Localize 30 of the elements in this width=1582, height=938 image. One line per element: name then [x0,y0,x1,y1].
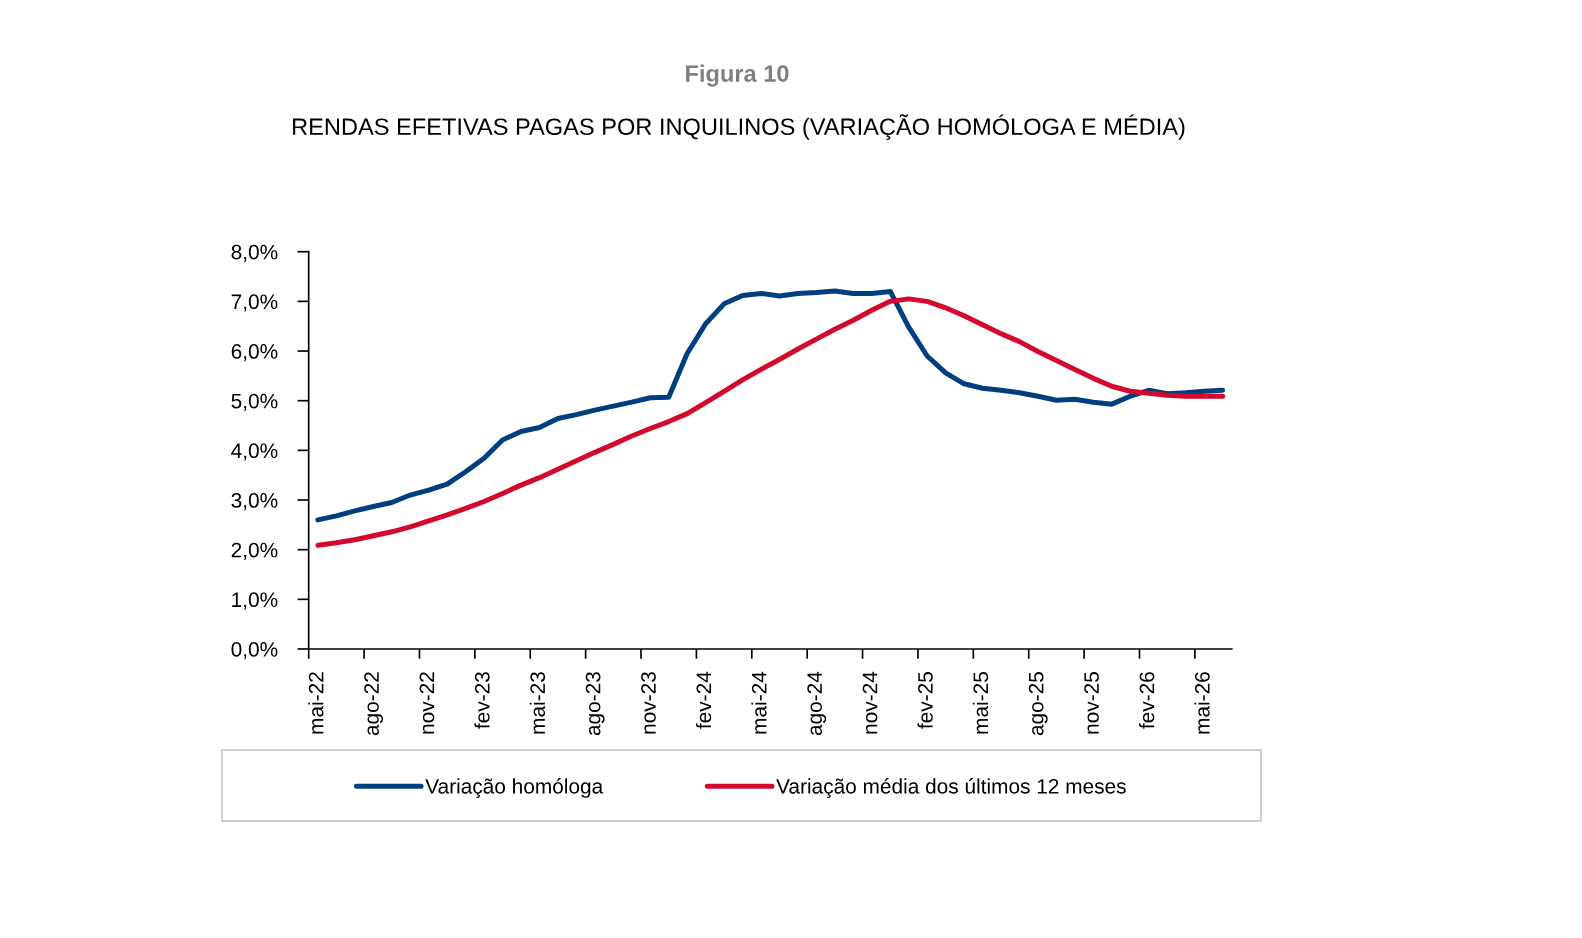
x-tick-label: nov-25 [1084,672,1099,734]
x-tick-label: ago-25 [1028,672,1048,736]
y-tick-label: 0,0% [231,642,278,660]
x-tick-label: ago-22 [364,672,384,736]
y-tick-label: 7,0% [231,294,278,312]
x-tick-label: ago-23 [585,672,605,736]
x-tick-label: nov-24 [862,671,878,734]
y-tick-label: 8,0% [231,244,278,262]
x-tick-label: mai-23 [529,672,546,734]
legend-label: Variação média dos últimos 12 meses [776,778,1126,798]
x-tick-label: ago-24 [807,671,827,736]
chart-subtitle: RENDAS EFETIVAS PAGAS POR INQUILINOS (VARIAÇÃO HOMÓLOGA E MÉDIA) [293,114,1185,140]
x-tick-label: mai-25 [972,672,989,734]
y-tick-label: 1,0% [232,592,278,610]
y-tick-label: 5,0% [231,393,278,411]
legend-label: Variação homóloga [425,778,604,798]
x-tick-label: nov-23 [641,672,656,734]
x-tick-label: mai-24 [751,671,767,734]
x-tick-label: fev-25 [917,672,933,729]
x-tick-label: mai-22 [308,672,324,734]
y-tick-label: 4,0% [231,443,278,461]
y-tick-label: 6,0% [231,344,278,362]
y-tick-label: 2,0% [231,542,278,560]
x-tick-label: fev-23 [474,672,490,729]
x-tick-label: mai-26 [1194,672,1210,734]
y-tick-label: 3,0% [231,493,278,511]
x-tick-label: nov-22 [419,672,435,734]
x-tick-label: fev-24 [695,671,712,729]
x-tick-label: fev-26 [1139,672,1155,729]
chart-title: Figura 10 [686,64,789,87]
